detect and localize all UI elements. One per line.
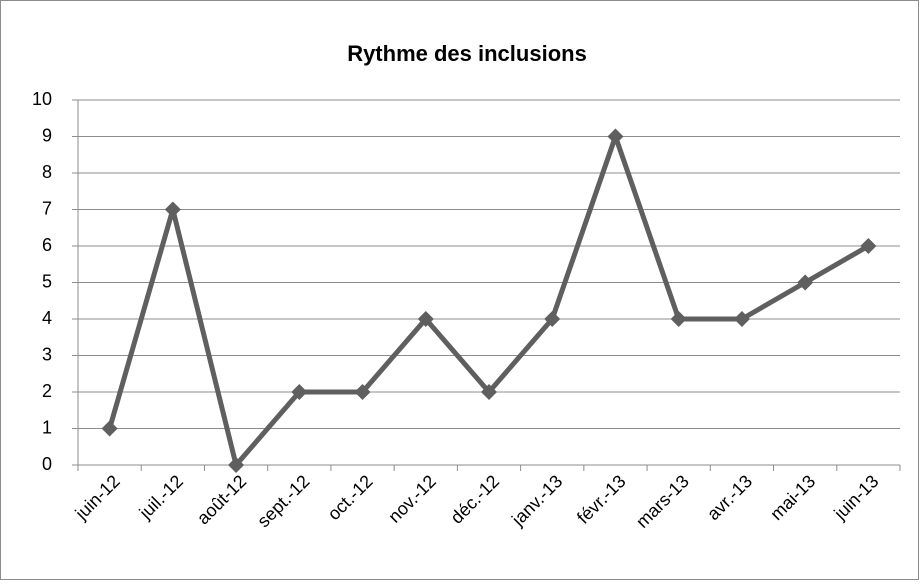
data-marker xyxy=(544,311,561,327)
data-marker xyxy=(860,238,877,254)
y-tick-label: 8 xyxy=(42,162,52,182)
data-marker xyxy=(101,420,118,437)
y-tick-label: 9 xyxy=(42,125,52,145)
y-tick-label: 4 xyxy=(42,308,52,328)
data-marker xyxy=(733,311,750,327)
data-marker xyxy=(164,201,181,218)
y-tick-label: 3 xyxy=(42,344,52,364)
y-tick-label: 2 xyxy=(42,381,52,401)
data-marker xyxy=(797,274,814,291)
data-marker xyxy=(607,128,624,145)
chart-title: Rythme des inclusions xyxy=(347,41,587,66)
data-marker xyxy=(354,384,371,400)
y-tick-label: 10 xyxy=(32,89,52,109)
y-tick-label: 1 xyxy=(42,417,52,437)
y-tick-label: 7 xyxy=(42,198,52,218)
data-marker xyxy=(417,311,434,327)
data-marker xyxy=(228,457,245,473)
data-marker xyxy=(291,384,308,400)
y-tick-label: 6 xyxy=(42,235,52,255)
data-marker xyxy=(670,311,687,327)
y-tick-label: 0 xyxy=(42,454,52,474)
data-marker xyxy=(481,384,497,400)
y-tick-label: 5 xyxy=(42,271,52,291)
